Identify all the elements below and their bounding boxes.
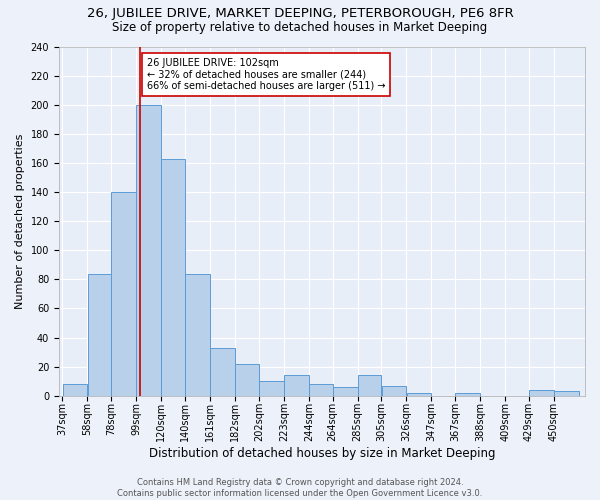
Bar <box>112 192 136 396</box>
Bar <box>529 390 554 396</box>
Bar <box>333 387 358 396</box>
X-axis label: Distribution of detached houses by size in Market Deeping: Distribution of detached houses by size … <box>149 447 495 460</box>
Bar <box>161 158 185 396</box>
Bar <box>185 274 210 396</box>
Y-axis label: Number of detached properties: Number of detached properties <box>15 134 25 309</box>
Text: 26, JUBILEE DRIVE, MARKET DEEPING, PETERBOROUGH, PE6 8FR: 26, JUBILEE DRIVE, MARKET DEEPING, PETER… <box>86 8 514 20</box>
Bar <box>88 274 111 396</box>
Bar <box>309 384 332 396</box>
Text: 26 JUBILEE DRIVE: 102sqm
← 32% of detached houses are smaller (244)
66% of semi-: 26 JUBILEE DRIVE: 102sqm ← 32% of detach… <box>147 58 385 92</box>
Bar <box>284 376 309 396</box>
Text: Contains HM Land Registry data © Crown copyright and database right 2024.
Contai: Contains HM Land Registry data © Crown c… <box>118 478 482 498</box>
Bar <box>235 364 259 396</box>
Bar <box>455 393 480 396</box>
Text: Size of property relative to detached houses in Market Deeping: Size of property relative to detached ho… <box>112 21 488 34</box>
Bar <box>382 386 406 396</box>
Bar <box>62 384 88 396</box>
Bar <box>259 382 284 396</box>
Bar <box>210 348 235 396</box>
Bar <box>358 376 382 396</box>
Bar <box>554 392 579 396</box>
Bar <box>136 104 161 396</box>
Bar <box>407 393 431 396</box>
